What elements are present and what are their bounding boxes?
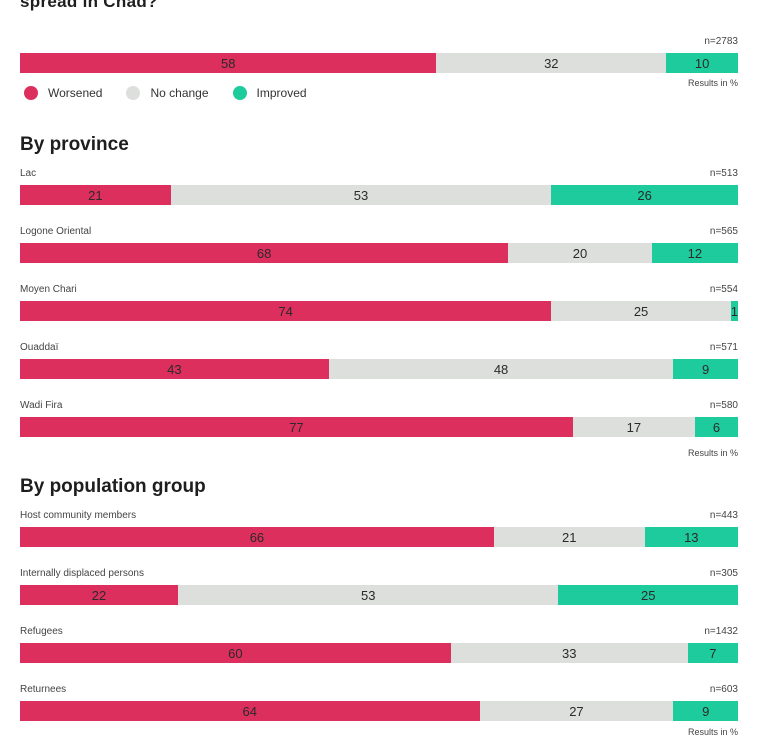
row-label: Refugees (20, 626, 63, 637)
row-n-count: n=305 (709, 568, 738, 579)
legend-label: Worsened (48, 86, 103, 100)
improved-segment: 26 (551, 185, 738, 205)
improved-segment: 25 (558, 585, 738, 605)
section-title: By population group (20, 476, 206, 497)
worsened-segment: 68 (20, 243, 509, 263)
improved-segment: 10 (666, 53, 738, 73)
improved-segment: 1 (730, 301, 738, 321)
row-label: Ouaddaï (20, 342, 59, 353)
row-label: Host community members (20, 510, 137, 521)
improved-segment: 7 (687, 643, 738, 663)
improved-segment: 9 (673, 701, 738, 721)
legend-item-worsened: Worsened (24, 86, 102, 100)
worsened-segment: 21 (20, 185, 171, 205)
stacked-bar: 22 53 25 (20, 585, 738, 605)
stacked-bar: 74 25 1 (20, 301, 738, 321)
legend: Worsened No change Improved (24, 86, 331, 100)
row-n-count: n=554 (709, 284, 738, 295)
row-n-count: n=571 (709, 342, 738, 353)
stacked-bar: 58 32 10 (20, 53, 738, 73)
results-in-percent-note: Results in % (687, 448, 738, 458)
worsened-segment: 66 (20, 527, 494, 547)
overall-n-count: n=2783 (704, 36, 738, 47)
no-change-segment: 48 (328, 359, 674, 379)
worsened-segment: 74 (20, 301, 552, 321)
row-n-count: n=580 (709, 400, 738, 411)
row-label: Lac (20, 168, 37, 179)
improved-segment: 13 (644, 527, 738, 547)
no-change-segment: 53 (170, 185, 552, 205)
stacked-bar: 68 20 12 (20, 243, 738, 263)
improved-segment: 9 (673, 359, 738, 379)
stacked-bar: 21 53 26 (20, 185, 738, 205)
row-n-count: n=1432 (704, 626, 738, 637)
worsened-segment: 58 (20, 53, 437, 73)
legend-swatch-icon (232, 86, 247, 100)
no-change-segment: 32 (436, 53, 667, 73)
legend-item-improved: Improved (232, 86, 307, 100)
row-n-count: n=443 (709, 510, 738, 521)
worsened-segment: 77 (20, 417, 573, 437)
row-label: Internally displaced persons (20, 568, 144, 579)
stacked-bar: 60 33 7 (20, 643, 738, 663)
results-in-percent-note: Results in % (687, 78, 738, 88)
improved-segment: 6 (694, 417, 738, 437)
legend-label: Improved (256, 86, 307, 100)
no-change-segment: 20 (508, 243, 652, 263)
no-change-segment: 27 (479, 701, 674, 721)
worsened-segment: 64 (20, 701, 480, 721)
stacked-bar: 77 17 6 (20, 417, 738, 437)
no-change-segment: 21 (493, 527, 645, 547)
stacked-bar: 64 27 9 (20, 701, 738, 721)
stacked-bar: 66 21 13 (20, 527, 738, 547)
chart-title: spread in Chad? (20, 0, 158, 11)
legend-swatch-icon (126, 86, 141, 100)
row-n-count: n=603 (709, 684, 738, 695)
row-label: Logone Oriental (20, 226, 92, 237)
section-title: By province (20, 134, 129, 155)
no-change-segment: 33 (450, 643, 688, 663)
row-n-count: n=513 (709, 168, 738, 179)
no-change-segment: 25 (551, 301, 731, 321)
legend-label: No change (150, 86, 209, 100)
worsened-segment: 43 (20, 359, 329, 379)
legend-swatch-icon (24, 86, 38, 100)
stacked-bar: 43 48 9 (20, 359, 738, 379)
worsened-segment: 60 (20, 643, 451, 663)
row-label: Moyen Chari (20, 284, 77, 295)
no-change-segment: 17 (572, 417, 695, 437)
no-change-segment: 53 (177, 585, 559, 605)
improved-segment: 12 (651, 243, 738, 263)
row-label: Returnees (20, 684, 67, 695)
row-n-count: n=565 (709, 226, 738, 237)
legend-item-no-change: No change (126, 86, 209, 100)
worsened-segment: 22 (20, 585, 178, 605)
results-in-percent-note: Results in % (687, 727, 738, 737)
row-label: Wadi Fira (20, 400, 63, 411)
